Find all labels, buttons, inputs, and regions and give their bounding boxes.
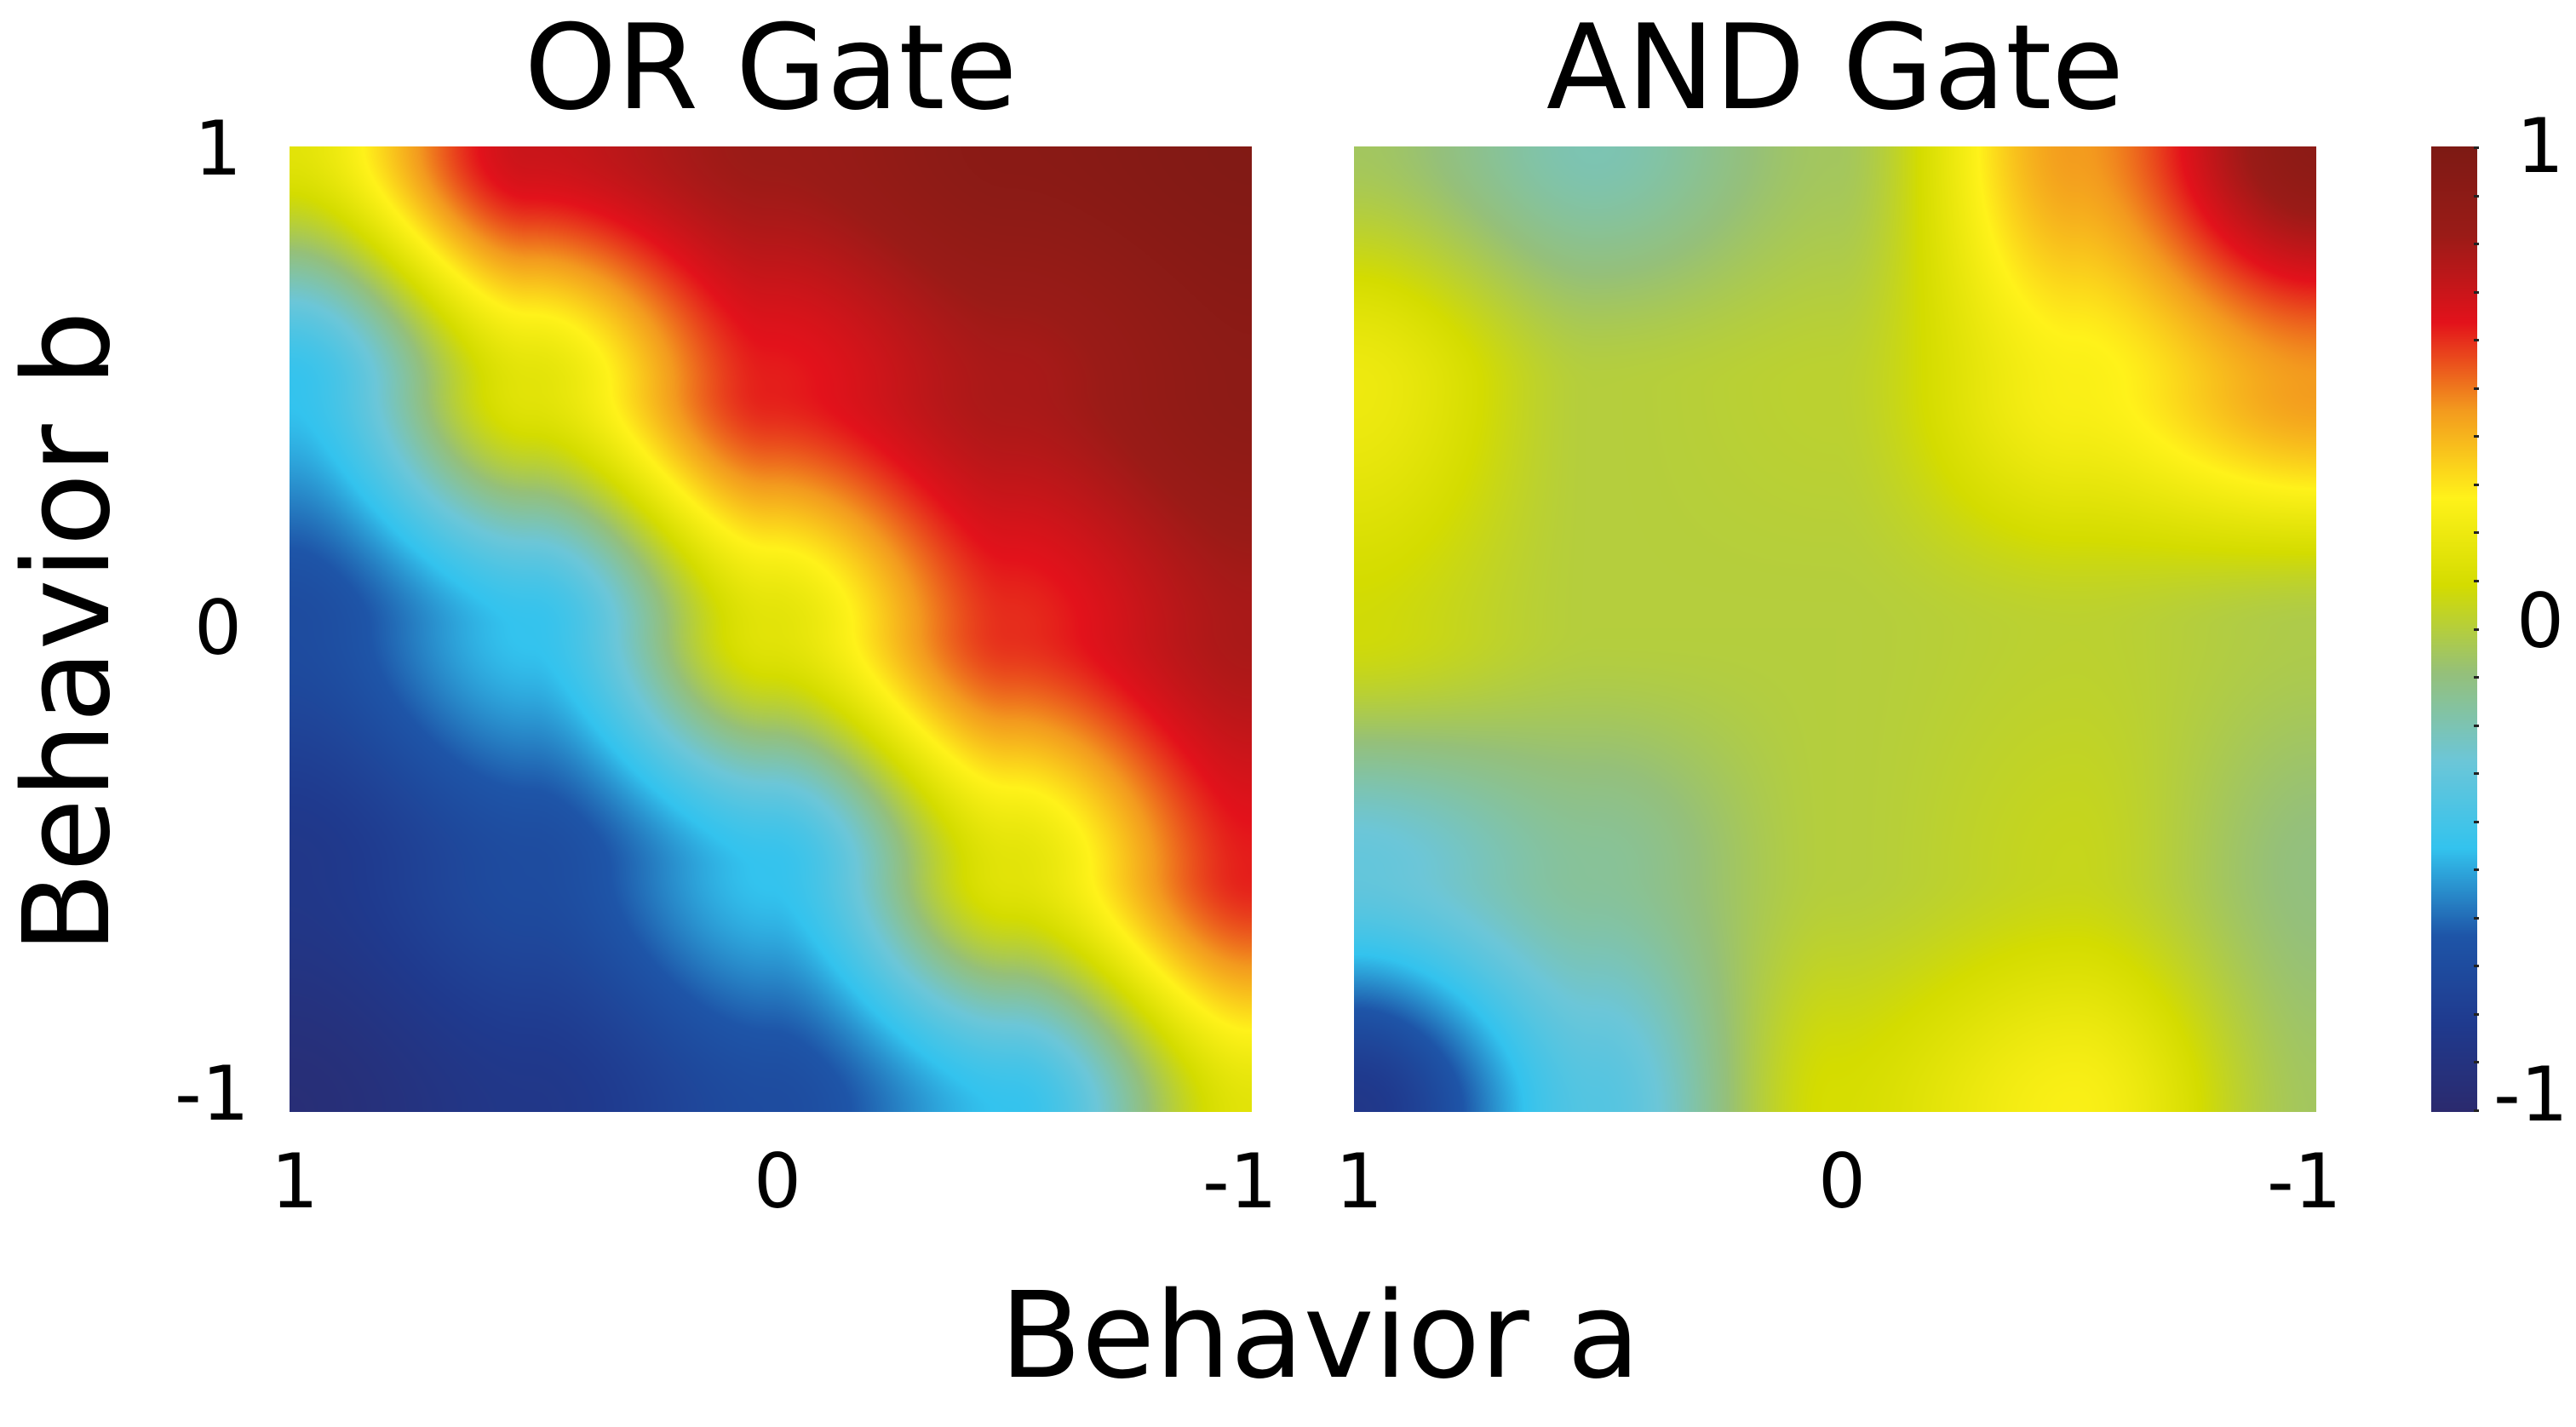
colorbar-minor-tick (2474, 676, 2479, 679)
colorbar-tick-bottom: -1 (2493, 1051, 2568, 1138)
colorbar-minor-tick (2474, 1109, 2479, 1112)
colorbar-minor-ticks (2431, 146, 2479, 1112)
and-x-tick-left: 1 (1335, 1138, 1383, 1225)
colorbar-minor-tick (2474, 531, 2479, 534)
colorbar-tick-mid: 0 (2516, 577, 2564, 665)
and-gate-heatmap (1354, 146, 2316, 1112)
colorbar-minor-tick (2474, 580, 2479, 582)
or-x-tick-right: -1 (1202, 1138, 1277, 1225)
colorbar-minor-tick (2474, 484, 2479, 486)
colorbar-minor-tick (2474, 821, 2479, 823)
colorbar-minor-tick (2474, 339, 2479, 341)
colorbar-minor-tick (2474, 965, 2479, 967)
and-x-tick-mid: 0 (1818, 1138, 1866, 1225)
or-y-tick-bottom: -1 (175, 1050, 250, 1138)
x-axis-label: Behavior a (1000, 1267, 1640, 1406)
colorbar-minor-tick (2474, 195, 2479, 198)
colorbar-minor-tick (2474, 772, 2479, 775)
colorbar-minor-tick (2474, 435, 2479, 438)
or-y-tick-top: 1 (194, 105, 242, 192)
colorbar-minor-tick (2474, 917, 2479, 920)
colorbar-minor-tick (2474, 243, 2479, 245)
colorbar-tick-top: 1 (2516, 102, 2564, 190)
and-x-tick-right: -1 (2267, 1138, 2342, 1225)
or-x-tick-mid: 0 (754, 1138, 801, 1225)
colorbar-minor-tick (2474, 725, 2479, 727)
colorbar-minor-tick (2474, 628, 2479, 631)
y-axis-label: Behavior b (0, 310, 137, 954)
and-gate-title: AND Gate (1546, 0, 2125, 136)
colorbar (2431, 146, 2477, 1112)
colorbar-minor-tick (2474, 1061, 2479, 1063)
or-y-tick-mid: 0 (194, 584, 242, 672)
colorbar-minor-tick (2474, 291, 2479, 294)
or-gate-title: OR Gate (524, 0, 1018, 136)
colorbar-minor-tick (2474, 387, 2479, 390)
or-x-tick-left: 1 (271, 1138, 318, 1225)
colorbar-minor-tick (2474, 146, 2479, 149)
or-gate-heatmap (290, 146, 1252, 1112)
colorbar-minor-tick (2474, 1013, 2479, 1016)
colorbar-minor-tick (2474, 868, 2479, 871)
